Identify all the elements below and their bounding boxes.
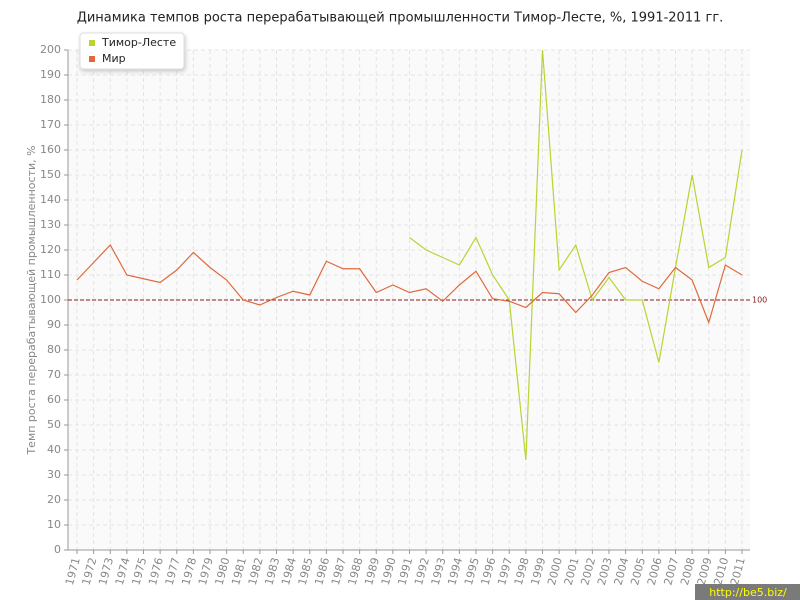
y-tick-label: 0 [54,543,61,556]
y-tick-label: 190 [40,68,61,81]
y-tick-label: 40 [47,443,61,456]
y-tick-label: 10 [47,518,61,531]
y-tick-label: 170 [40,118,61,131]
y-axis-label: Темп роста перерабатывающей промышленнос… [25,145,38,455]
legend-swatch [89,56,95,62]
reference-label: 100 [752,296,767,305]
y-tick-label: 80 [47,343,61,356]
watermark: http://be5.biz/ [709,586,787,599]
marks: 100 [68,49,767,461]
chart-title: Динамика темпов роста перерабатывающей п… [77,11,724,26]
legend: Тимор-Лесте Мир [79,32,185,70]
y-tick-label: 70 [47,368,61,381]
y-tick-label: 130 [40,218,61,231]
watermark-bg [695,584,800,600]
y-tick-label: 100 [40,293,61,306]
y-tick-label: 60 [47,393,61,406]
x-tick-label: 2011 [728,556,748,586]
y-tick-label: 20 [47,493,61,506]
y-tick-label: 30 [47,468,61,481]
y-tick-label: 110 [40,268,61,281]
y-tick-label: 180 [40,93,61,106]
y-tick-label: 160 [40,143,61,156]
y-tick-label: 200 [40,43,61,56]
legend-box [79,32,185,70]
series-line [409,49,743,461]
y-tick-label: 50 [47,418,61,431]
y-tick-label: 120 [40,243,61,256]
y-tick-label: 150 [40,168,61,181]
legend-label: Мир [102,52,126,65]
legend-label: Тимор-Лесте [101,36,176,49]
legend-swatch [89,40,95,46]
y-tick-label: 140 [40,193,61,206]
y-tick-label: 90 [47,318,61,331]
series-line [76,243,743,325]
